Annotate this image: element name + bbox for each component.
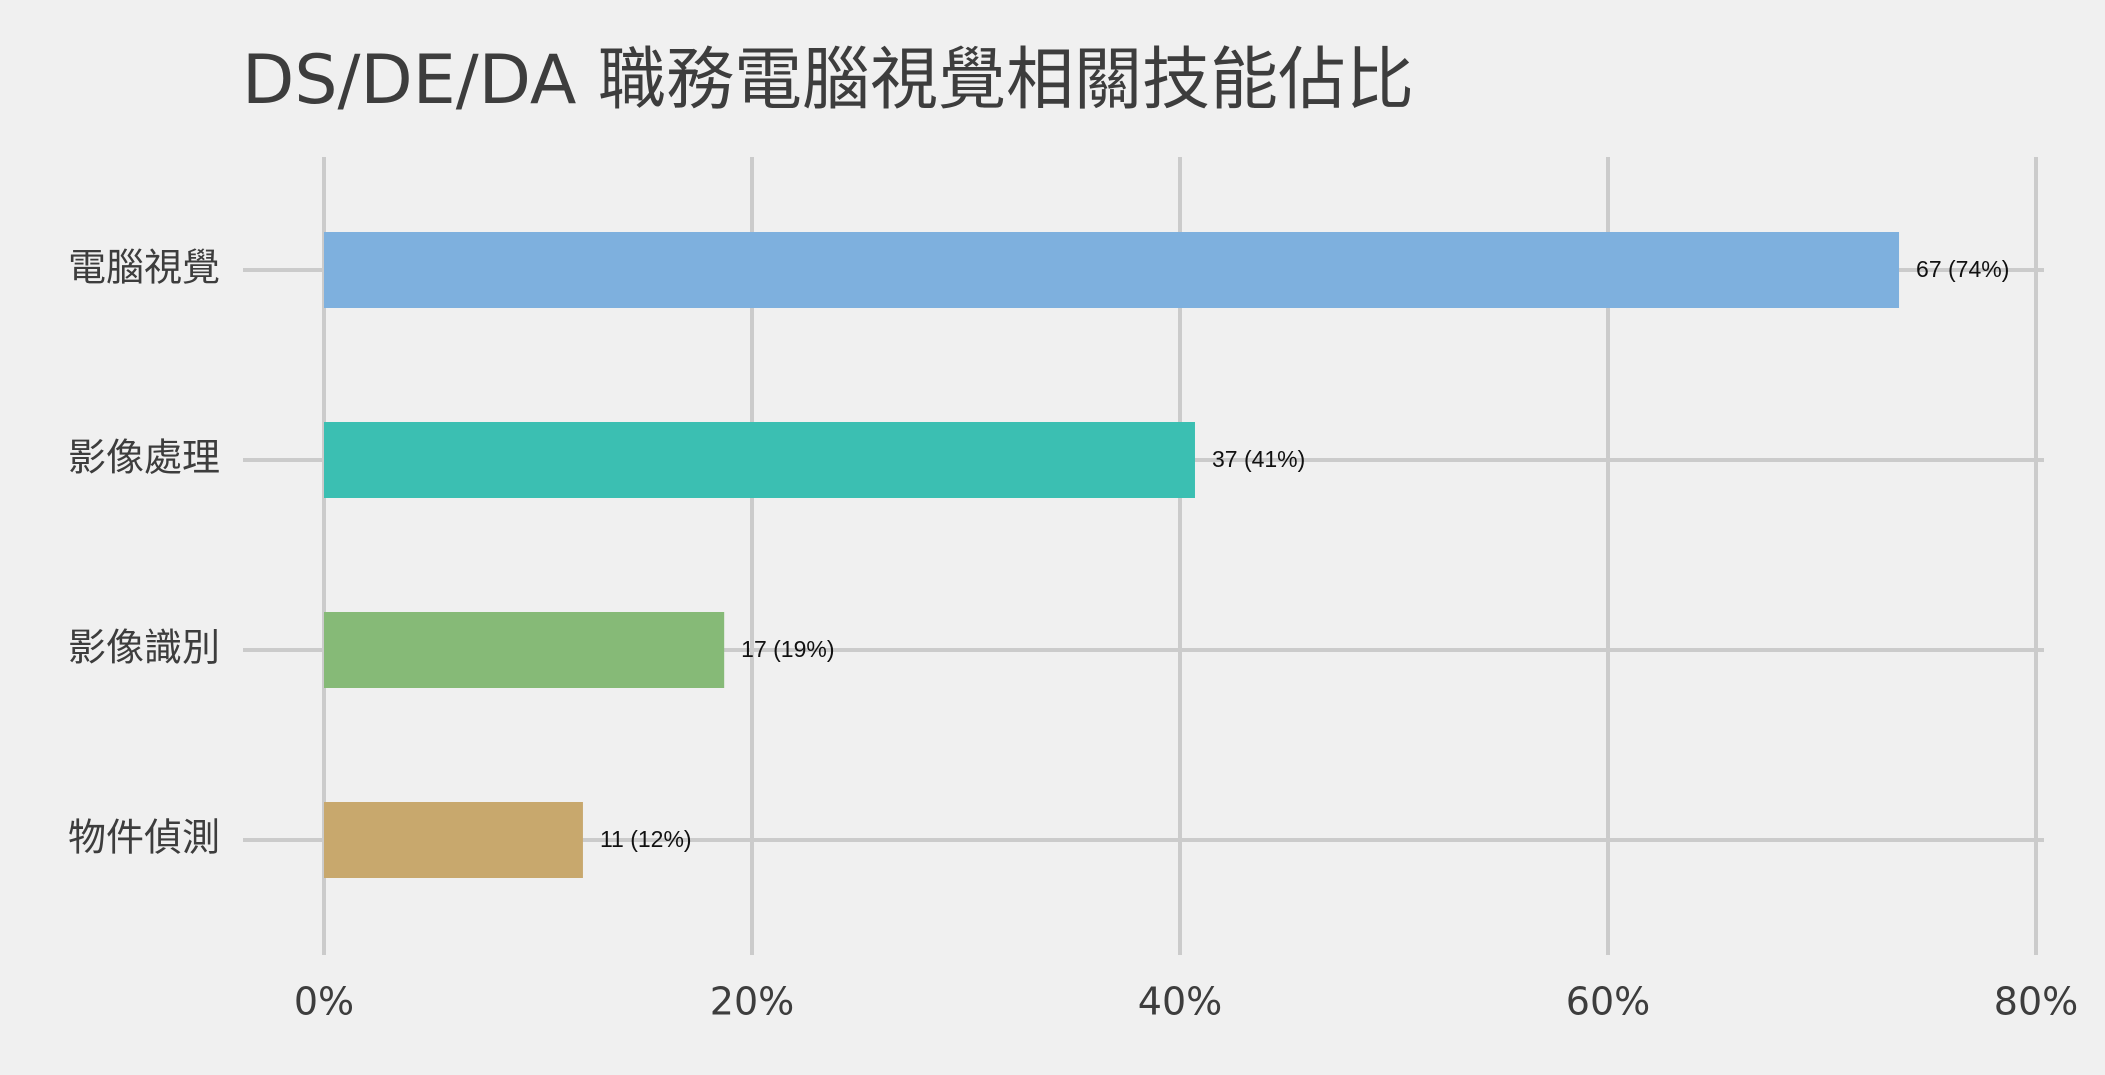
data-label: 67 (74%) — [1916, 256, 2009, 282]
x-tick-label: 0% — [294, 980, 354, 1024]
x-tick-label: 20% — [710, 980, 794, 1024]
x-tick-label: 80% — [1994, 980, 2078, 1024]
x-tick-label: 40% — [1138, 980, 1222, 1024]
chart-title: DS/DE/DA 職務電腦視覺相關技能佔比 — [242, 41, 1414, 120]
y-tick-label: 電腦視覺 — [68, 246, 220, 290]
data-label: 11 (12%) — [600, 826, 692, 852]
y-tick-label: 影像處理 — [68, 436, 220, 480]
bar — [324, 422, 1195, 498]
bar — [324, 232, 1900, 308]
y-tick-label: 物件偵測 — [68, 816, 220, 860]
bar — [324, 802, 583, 878]
bar — [324, 612, 725, 688]
y-tick-label: 影像識別 — [68, 626, 220, 670]
data-label: 37 (41%) — [1212, 446, 1305, 472]
x-tick-label: 60% — [1566, 980, 1650, 1024]
data-label: 17 (19%) — [741, 636, 834, 662]
